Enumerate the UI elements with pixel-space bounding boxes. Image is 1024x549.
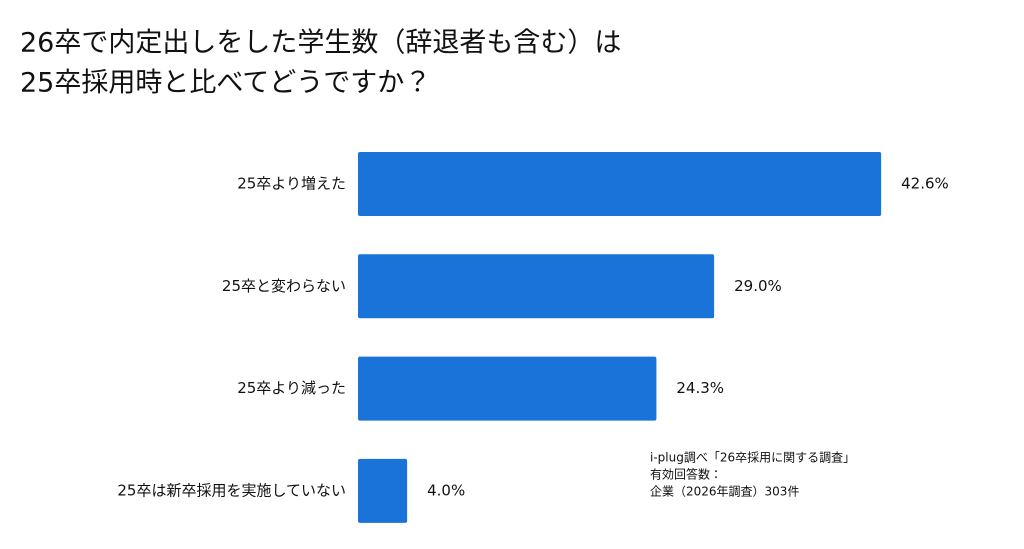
bar (358, 356, 657, 421)
chart-title: 26卒で内定出しをした学生数（辞退者も含む）は (20, 28, 621, 59)
bar (358, 254, 715, 319)
category-label: 25卒と変わらない (222, 277, 346, 295)
category-label: 25卒は新卒採用を実施していない (117, 481, 346, 499)
source-note: 企業（2026年調査）303件 (650, 485, 799, 499)
bar (358, 152, 882, 216)
category-label: 25卒より減った (237, 379, 346, 397)
bar (358, 458, 408, 523)
value-label: 24.3% (676, 379, 724, 397)
chart-title: 25卒採用時と比べてどうですか？ (20, 68, 431, 99)
source-note: 有効回答数： (650, 467, 722, 482)
value-label: 42.6% (901, 175, 949, 193)
value-label: 29.0% (734, 277, 782, 295)
value-label: 4.0% (427, 481, 465, 499)
category-label: 25卒より増えた (237, 175, 346, 193)
source-note: i-plug調べ「26卒採用に関する調査」 (650, 451, 855, 465)
